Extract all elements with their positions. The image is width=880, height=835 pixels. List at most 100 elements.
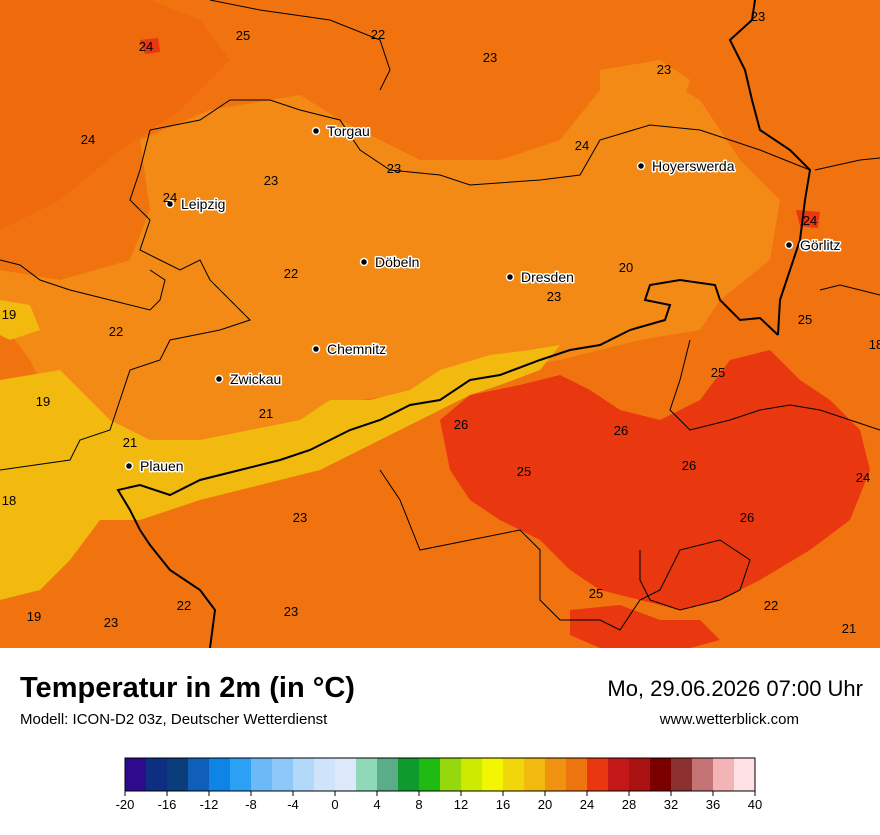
temperature-value: 24 [163, 190, 177, 205]
state-border-3 [0, 259, 166, 311]
temperature-value: 23 [547, 289, 561, 304]
model-info: Modell: ICON-D2 03z, Deutscher Wetterdie… [20, 711, 328, 728]
temperature-value: 25 [798, 312, 812, 327]
legend-tick-label: 8 [415, 797, 422, 812]
city-dresden: Dresden [505, 268, 575, 287]
temperature-value: 25 [517, 464, 531, 479]
legend-color-swatch [272, 758, 294, 791]
legend-tick-label: -20 [116, 797, 135, 812]
temp-patch-1 [140, 38, 160, 54]
legend-tick-label: -16 [158, 797, 177, 812]
legend-tick-label: 12 [454, 797, 468, 812]
temperature-value: 24 [803, 213, 817, 228]
legend-color-swatch [419, 758, 441, 791]
temperature-value: 25 [711, 365, 725, 380]
legend-tick-label: 40 [748, 797, 762, 812]
legend-color-swatch [230, 758, 252, 791]
legend-color-swatch [398, 758, 420, 791]
temperature-value: 24 [139, 39, 153, 54]
legend-color-swatch [335, 758, 357, 791]
temp-zone-cool [0, 345, 560, 600]
legend-color-swatch [671, 758, 693, 791]
city-label: Leipzig [181, 196, 225, 212]
state-border [149, 99, 811, 186]
legend-color-swatch [713, 758, 735, 791]
temperature-value: 23 [264, 173, 278, 188]
legend-tick-label: -8 [245, 797, 257, 812]
temperature-value: 18 [869, 337, 880, 352]
legend-tick-label: 0 [331, 797, 338, 812]
legend-color-swatch [146, 758, 168, 791]
temperature-value: 22 [371, 27, 385, 42]
temperature-value: 19 [36, 394, 50, 409]
state-border-4 [209, 0, 391, 91]
legend-color-swatch [377, 758, 399, 791]
temperature-value: 23 [387, 161, 401, 176]
legend-color-swatch [125, 758, 147, 791]
temperature-value: 22 [764, 598, 778, 613]
city-label: Görlitz [800, 237, 840, 253]
legend-tick-label: 4 [373, 797, 380, 812]
legend-color-swatch [188, 758, 210, 791]
city-marker [505, 272, 515, 282]
legend-tick-label: -4 [287, 797, 299, 812]
city-goerlitz: Görlitz [784, 236, 842, 255]
legend-color-swatch [461, 758, 483, 791]
temp-zone-central [0, 70, 780, 480]
temperature-value: 26 [454, 417, 468, 432]
national-border [116, 0, 812, 648]
temperature-value: 23 [483, 50, 497, 65]
legend-color-swatch [629, 758, 651, 791]
city-marker [311, 126, 321, 136]
legend-tick-label: 32 [664, 797, 678, 812]
temperature-value: 26 [682, 458, 696, 473]
legend-color-swatch [251, 758, 273, 791]
forecast-datetime: Mo, 29.06.2026 07:00 Uhr [607, 676, 863, 701]
city-label: Zwickau [230, 371, 281, 387]
city-marker [124, 461, 134, 471]
city-marker [214, 374, 224, 384]
temperature-value: 25 [589, 586, 603, 601]
city-label: Dresden [521, 269, 574, 285]
legend-color-swatch [545, 758, 567, 791]
legend-color-swatch [608, 758, 630, 791]
temperature-value: 23 [657, 62, 671, 77]
temperature-value: 24 [81, 132, 95, 147]
legend-tick-label: 24 [580, 797, 594, 812]
legend-tick-label: -12 [200, 797, 219, 812]
temperature-value: 22 [284, 266, 298, 281]
legend-frame [124, 757, 756, 792]
region-border-cz-2 [669, 339, 880, 431]
legend-tick-label: 36 [706, 797, 720, 812]
city-label: Plauen [140, 458, 184, 474]
legend-color-swatch [524, 758, 546, 791]
temperature-value: 21 [842, 621, 856, 636]
temp-patch-3 [600, 60, 690, 120]
legend-tick-label: 16 [496, 797, 510, 812]
legend-tick-label: 20 [538, 797, 552, 812]
legend-color-swatch [314, 758, 336, 791]
temperature-value: 19 [27, 609, 41, 624]
region-border-cz [379, 469, 751, 631]
legend-color-swatch [482, 758, 504, 791]
legend-color-swatch [209, 758, 231, 791]
temperature-value: 25 [236, 28, 250, 43]
city-marker [359, 257, 369, 267]
temperature-value: 21 [123, 435, 137, 450]
legend-color-swatch [503, 758, 525, 791]
color-legend: -20 -16 -12 -8 -4 0 4 8 12 16 20 24 28 32 36 40 [0, 750, 880, 830]
temp-zone-hot-2 [570, 605, 720, 648]
city-label: Hoyerswerda [652, 158, 735, 174]
temperature-value: 24 [575, 138, 589, 153]
temperature-value: 26 [614, 423, 628, 438]
region-border-pl [814, 157, 880, 296]
legend-color-swatch [566, 758, 588, 791]
temperature-value: 23 [104, 615, 118, 630]
temperature-value: 18 [2, 493, 16, 508]
temperature-value: 23 [751, 9, 765, 24]
city-torgau: Torgau [311, 122, 371, 141]
legend-color-swatch [587, 758, 609, 791]
temperature-map: Torgau Leipzig Hoyerswerda Görlitz Döbeln Dre… [0, 0, 880, 648]
legend-color-swatch [440, 758, 462, 791]
website-link[interactable]: www.wetterblick.com [659, 711, 799, 728]
